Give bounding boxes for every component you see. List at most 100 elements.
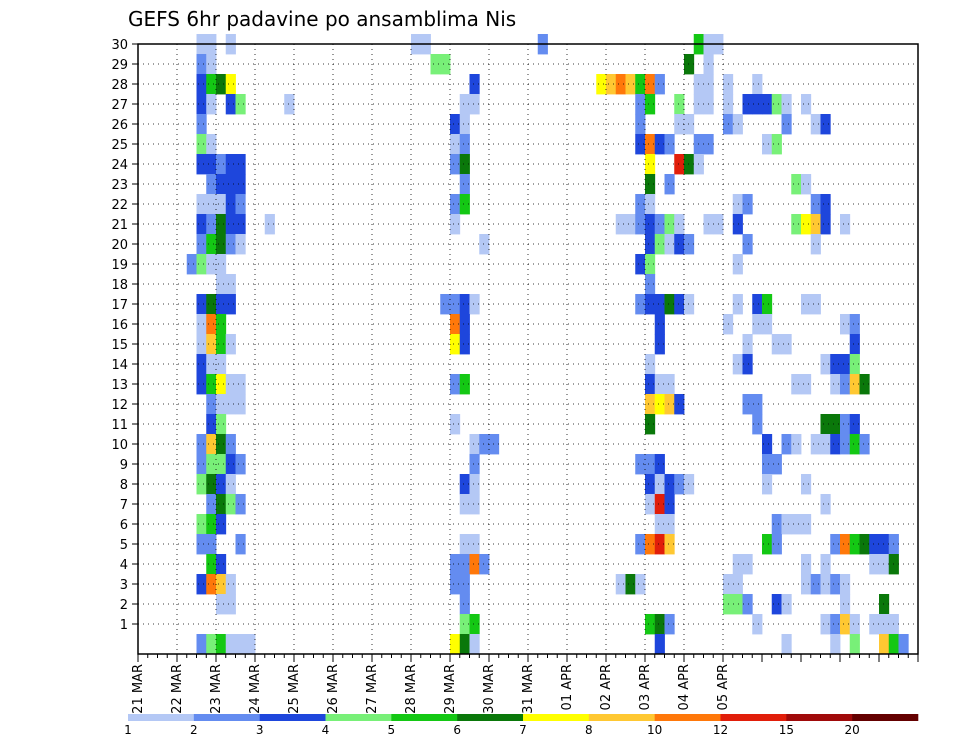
data-cell <box>635 214 646 235</box>
x-tick-label: 05 APR <box>716 664 731 710</box>
x-tick-label: 04 APR <box>677 664 692 710</box>
data-cell <box>459 194 470 215</box>
data-cell <box>459 494 470 515</box>
data-cell <box>645 294 656 315</box>
data-cell <box>450 374 461 395</box>
x-tick-label: 22 MAR <box>170 664 185 714</box>
data-cell <box>654 474 665 495</box>
data-cell <box>206 214 217 235</box>
legend-swatch <box>457 714 524 721</box>
data-cell <box>196 54 207 75</box>
data-cell <box>225 194 236 215</box>
data-cell <box>684 234 695 255</box>
data-cell <box>674 114 685 135</box>
data-cell <box>596 74 607 95</box>
data-cell <box>459 374 470 395</box>
data-cell <box>645 394 656 415</box>
data-cell <box>674 294 685 315</box>
data-cell <box>635 534 646 555</box>
y-tick-label: 8 <box>120 478 128 493</box>
y-tick-label: 25 <box>111 138 128 153</box>
data-cell <box>674 474 685 495</box>
data-cell <box>879 634 890 655</box>
y-tick-label: 13 <box>111 378 128 393</box>
x-tick-label: 24 MAR <box>248 664 263 714</box>
legend-swatch <box>259 714 326 721</box>
legend-swatch <box>786 714 853 721</box>
data-cell <box>840 374 851 395</box>
data-cell <box>216 274 227 295</box>
data-cell <box>742 394 753 415</box>
data-cell <box>196 334 207 355</box>
data-cell <box>216 474 227 495</box>
y-tick-label: 6 <box>120 518 128 533</box>
data-cell <box>206 454 217 475</box>
data-cell <box>654 614 665 635</box>
data-cell <box>645 274 656 295</box>
data-cell <box>625 74 636 95</box>
data-cell <box>859 374 870 395</box>
data-cell <box>235 374 246 395</box>
data-cell <box>459 594 470 615</box>
data-cell <box>225 294 236 315</box>
data-cell <box>654 494 665 515</box>
data-cell <box>840 614 851 635</box>
data-cell <box>245 634 256 655</box>
data-cell <box>830 434 841 455</box>
data-cell <box>645 534 656 555</box>
data-cell <box>820 554 831 575</box>
data-cell <box>742 334 753 355</box>
data-cell <box>664 394 675 415</box>
data-cell <box>801 514 812 535</box>
data-cell <box>840 574 851 595</box>
data-cell <box>849 634 860 655</box>
y-tick-label: 5 <box>120 538 128 553</box>
data-cell <box>674 394 685 415</box>
data-cell <box>684 114 695 135</box>
data-cell <box>615 214 626 235</box>
data-cell <box>752 74 763 95</box>
data-cell <box>469 294 480 315</box>
data-cell <box>645 374 656 395</box>
data-cell <box>235 534 246 555</box>
data-cell <box>781 514 792 535</box>
data-cell <box>196 234 207 255</box>
x-tick-label: 02 APR <box>599 664 614 710</box>
data-cell <box>820 114 831 135</box>
data-cell <box>450 414 461 435</box>
y-tick-label: 28 <box>111 78 128 93</box>
data-cell <box>801 214 812 235</box>
x-tick-label: 31 MAR <box>521 664 536 714</box>
data-cell <box>810 294 821 315</box>
data-cell <box>869 554 880 575</box>
data-cell <box>186 254 197 275</box>
y-tick-label: 26 <box>111 118 128 133</box>
data-cell <box>206 314 217 335</box>
data-cell <box>654 314 665 335</box>
data-cell <box>762 434 773 455</box>
data-cell <box>196 634 207 655</box>
data-cell <box>459 114 470 135</box>
data-cell <box>771 94 782 115</box>
data-cell <box>840 214 851 235</box>
data-cell <box>879 594 890 615</box>
legend-swatch <box>523 714 590 721</box>
y-tick-label: 16 <box>111 318 128 333</box>
data-cell <box>235 634 246 655</box>
y-tick-label: 2 <box>120 598 128 613</box>
data-cell <box>225 594 236 615</box>
data-cell <box>849 314 860 335</box>
data-cell <box>235 234 246 255</box>
y-tick-label: 22 <box>111 198 128 213</box>
data-cell <box>810 214 821 235</box>
data-cell <box>654 134 665 155</box>
data-cell <box>635 94 646 115</box>
data-cell <box>440 294 451 315</box>
data-cell <box>645 154 656 175</box>
data-cell <box>635 454 646 475</box>
y-tick-label: 9 <box>120 458 128 473</box>
data-cell <box>635 74 646 95</box>
data-cell <box>206 554 217 575</box>
data-cell <box>206 194 217 215</box>
data-cell <box>820 434 831 455</box>
